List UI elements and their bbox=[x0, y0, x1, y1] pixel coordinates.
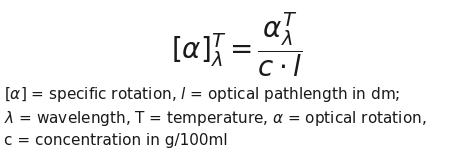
Text: $[\alpha]$ = specific rotation, $l$ = optical pathlength in dm;: $[\alpha]$ = specific rotation, $l$ = op… bbox=[4, 85, 400, 104]
Text: c = concentration in g/100ml: c = concentration in g/100ml bbox=[4, 133, 228, 148]
Text: $[\alpha]_{\lambda}^{T} = \dfrac{\alpha_{\lambda}^{T}}{c \cdot l}$: $[\alpha]_{\lambda}^{T} = \dfrac{\alpha_… bbox=[171, 11, 303, 79]
Text: $\lambda$ = wavelength, T = temperature, $\alpha$ = optical rotation,: $\lambda$ = wavelength, T = temperature,… bbox=[4, 109, 427, 128]
